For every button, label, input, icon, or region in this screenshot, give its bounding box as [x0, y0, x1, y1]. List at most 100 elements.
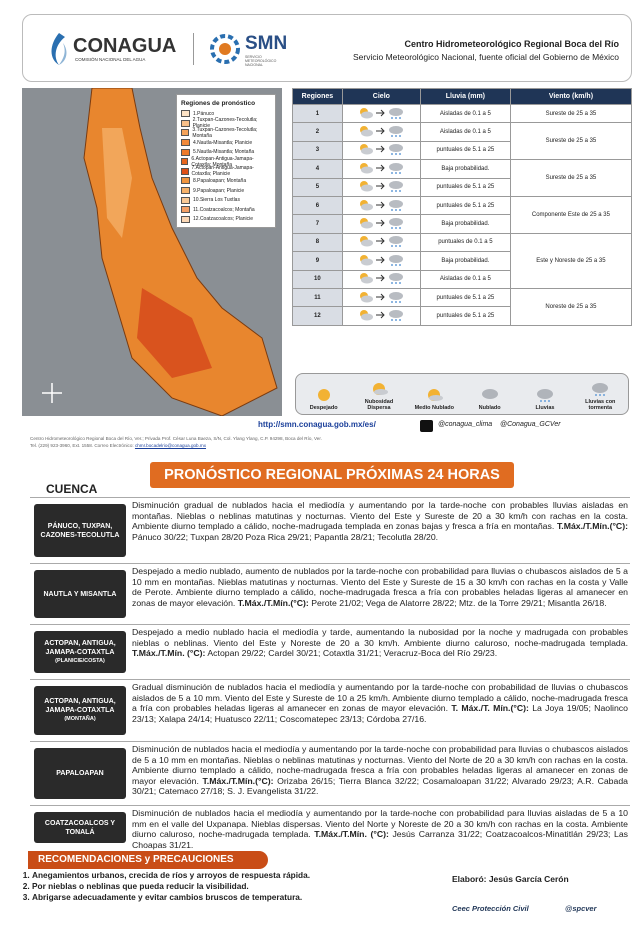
region-number: 1	[292, 103, 343, 124]
forecast-description: Disminución gradual de nublados hacia el…	[132, 500, 628, 532]
region-number: 5	[292, 177, 343, 197]
wind: Sureste de 25 a 35	[509, 122, 633, 161]
rain: Aisladas de 0.1 a 5	[419, 269, 511, 289]
header: CONAGUA COMISIÓN NACIONAL DEL AGUA SMN S…	[22, 14, 632, 82]
sky-legend-label: Nublado	[478, 405, 501, 411]
author: Elaboró: Jesús García Cerón	[452, 874, 569, 884]
region-label: NAUTLA Y MISANTLA	[34, 570, 126, 618]
legend-label: 6.Actopan-Antigua-Jamapa-Cotaxtla; Monta…	[191, 155, 254, 168]
rain: Baja probabilidad.	[419, 159, 511, 179]
map	[22, 88, 282, 416]
table-row: 7 Baja probabilidad.	[292, 214, 632, 234]
legend-swatch	[181, 129, 190, 137]
sky-legend-label: Nubosidad Dispersa	[364, 399, 394, 411]
table-row: 10 Aisladas de 0.1 a 5	[292, 269, 632, 289]
sky-icon	[360, 218, 404, 230]
address: Tel. (229) 923-3960, Ext. 1558. Correo E…	[30, 443, 206, 448]
legend-item: 12.Coatzacoalcos; Planicie	[181, 215, 271, 225]
region-label: COATZACOALCOS Y TONALÁ	[34, 812, 126, 843]
region-name: ACTOPAN, ANTIGUA, JAMAPA-COTAXTLA	[44, 639, 116, 656]
sky-icon	[360, 199, 404, 211]
sky-legend-label: Medio Nublado	[414, 405, 455, 411]
wind: Este y Noreste de 25 a 35	[509, 232, 633, 289]
sky-legend-item: Despejado	[299, 387, 349, 411]
sky-icons	[341, 159, 421, 179]
legend-label: 10.Sierra Los Tuxtlas	[193, 197, 240, 204]
legend-swatch	[181, 148, 190, 156]
wind: Sureste de 25 a 35	[509, 103, 633, 124]
legend-swatch	[181, 139, 190, 147]
forecast-text: Disminución gradual de nublados hacia el…	[130, 498, 630, 563]
sky-icon	[360, 126, 404, 138]
region-name: PAPALOAPAN	[56, 770, 104, 777]
legend-item: 5.Nautla-Misantla; Montaña	[181, 147, 271, 157]
header-title: Centro Hidrometeorológico Regional Boca …	[404, 39, 619, 49]
map-shape	[42, 88, 278, 416]
smn-link[interactable]: http://smn.conagua.gob.mx/es/	[258, 420, 376, 429]
sky-legend-icon	[536, 389, 553, 402]
legend-label: 7.Actopan-Antigua-Jamapa-Cotaxtla; Plani…	[191, 165, 254, 178]
address: Centro Hidrometeorológico Regional Boca …	[30, 436, 322, 441]
legend-item: 4.Nautla-Misantla; Planicie	[181, 138, 271, 148]
temperatures: Jesús Carranza 31/22; Coatzacoalcos-Mina…	[132, 829, 629, 850]
region-number: 12	[292, 306, 343, 326]
rain: Aisladas de 0.1 a 5	[419, 122, 511, 142]
sky-icon	[360, 236, 404, 248]
wind: Componente Este de 25 a 35	[509, 195, 633, 234]
legend-item: 1.Pánuco	[181, 109, 271, 119]
sky-icons	[341, 269, 421, 289]
table-row: 2 Aisladas de 0.1 a 5 Sureste de 25 a 35	[292, 122, 633, 161]
header-row: Regiones Cielo Lluvia (mm) Viento (km/h)	[292, 88, 633, 105]
twitter-handle[interactable]: @Conagua_GCVer	[500, 421, 561, 428]
sky-legend-item: Nubosidad Dispersa	[354, 381, 404, 411]
divider	[193, 33, 194, 65]
legend-swatch	[181, 196, 190, 204]
sky-icons	[341, 103, 421, 124]
conagua-logo: CONAGUA	[73, 35, 177, 57]
twitter-handle[interactable]: @conagua_clima	[438, 421, 493, 428]
civil-protection[interactable]: Ceec Protección Civil	[452, 904, 529, 913]
email[interactable]: chmr.bocadelrio@conagua.gob.mx	[134, 443, 207, 448]
rain: puntuales de 5.1 a 25	[419, 306, 511, 326]
temp-label: T.Máx./T.Mín. (°C):	[314, 829, 389, 840]
sky-icon	[360, 144, 404, 156]
table-row: 6 puntuales de 5.1 a 25 Componente Este de…	[292, 195, 633, 234]
legend-item: 10.Sierra Los Tuxtlas	[181, 195, 271, 205]
region-label: ACTOPAN, ANTIGUA, JAMAPA-COTAXTLA (MONTAÑ…	[34, 686, 126, 735]
region-number: 6	[292, 195, 343, 216]
sky-icon	[360, 291, 404, 303]
legend-label: 1.Pánuco	[193, 110, 215, 117]
legend-swatch	[181, 206, 190, 214]
rain: Baja probabilidad.	[419, 251, 511, 271]
rain: puntuales de 0.1 a 5	[419, 232, 511, 253]
wind: Sureste de 25 a 35	[509, 159, 633, 197]
column-header: Viento (km/h)	[509, 88, 633, 105]
legend-label: 8.Papaloapan; Montaña	[193, 177, 247, 184]
sky-legend-icon	[481, 389, 498, 399]
smn-icon	[210, 34, 240, 64]
region-number: 7	[292, 214, 343, 234]
forecast-row: PÁNUCO, TUXPAN, CAZONES-TECOLUTLA Disminu…	[30, 497, 630, 563]
region-label: PAPALOAPAN	[34, 748, 126, 799]
region-name: COATZACOALCOS Y TONALÁ	[44, 819, 116, 836]
legend-swatch	[181, 110, 190, 118]
address-phone: Tel. (229) 923-3960, Ext. 1558. Correo E…	[30, 443, 134, 448]
recommendations-list: Anegamientos urbanos, crecida de ríos y …	[12, 870, 310, 903]
column-header: Lluvia (mm)	[419, 88, 511, 105]
region-number: 9	[292, 251, 343, 271]
region-number: 2	[292, 122, 343, 142]
legend-label: 9.Papaloapan; Planicie	[193, 187, 245, 194]
sky-legend-label: Despejado	[309, 405, 338, 411]
sky-icon	[360, 309, 404, 321]
sky-icons	[341, 251, 421, 271]
table-row: 4 Baja probabilidad. Sureste de 25 a 35	[292, 159, 633, 197]
legend-swatch	[181, 177, 190, 185]
civil-handle[interactable]: @spcver	[565, 904, 597, 913]
region-number: 3	[292, 140, 343, 161]
forecast-description: Disminución de nublados hacia el mediodí…	[132, 808, 628, 840]
legend-item: 3.Tuxpan-Cazones-Tecolutla; Montaña	[181, 127, 271, 139]
sky-legend-label: Lluvias	[535, 405, 555, 411]
forecast-row: NAUTLA Y MISANTLA Despejado a medio nubla…	[30, 563, 630, 624]
sky-icon	[360, 162, 404, 174]
